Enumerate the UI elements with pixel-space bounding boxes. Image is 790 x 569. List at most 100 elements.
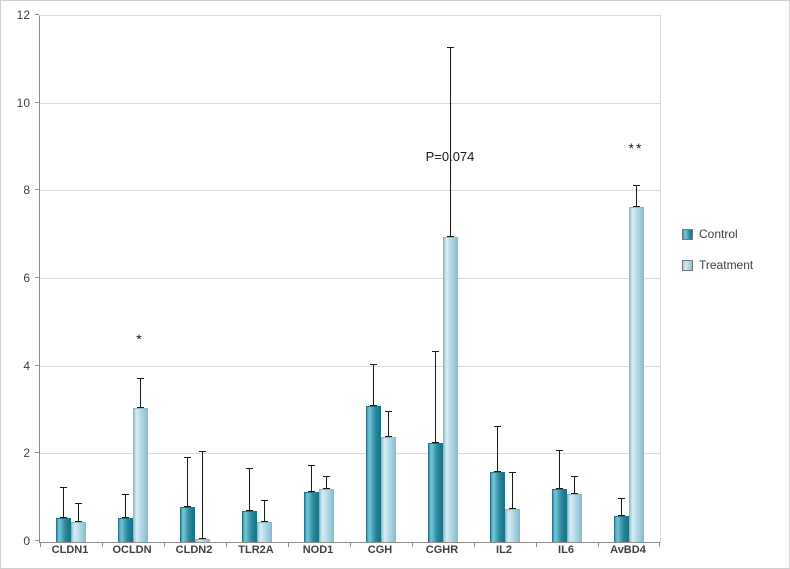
x-axis-tick	[102, 542, 103, 547]
bar-treatment-tlr2a	[257, 522, 272, 542]
x-category-label: AvBD4	[610, 544, 646, 556]
x-axis-labels: CLDN1 OCLDN CLDN2 TLR2A NOD1 CGH CGHR IL2 IL6 AvB…	[39, 544, 659, 562]
bar-group-cghr	[412, 16, 474, 542]
x-category-label: TLR2A	[238, 544, 274, 556]
annotation-ocldn: *	[136, 330, 144, 347]
bar-treatment-il6	[567, 493, 582, 542]
x-category-label: IL2	[496, 544, 512, 556]
x-axis-tick	[474, 542, 475, 547]
error-bar-control-cldn1	[60, 487, 67, 518]
annotation-avbd4: **	[628, 140, 644, 157]
error-bar-treatment-cghr	[447, 46, 454, 238]
y-axis-tick	[35, 14, 39, 15]
bar-group-ocldn	[102, 16, 164, 542]
bar-control-cldn1	[56, 517, 71, 542]
y-tick-label: 10	[16, 95, 30, 110]
x-axis-tick	[412, 542, 413, 547]
bar-treatment-avbd4	[629, 206, 644, 542]
y-axis-tick	[35, 277, 39, 278]
bar-control-cldn2	[180, 506, 195, 542]
x-axis-tick	[659, 542, 660, 547]
y-axis: 0 2 4 6 8 10 12	[1, 8, 39, 548]
error-bar-control-tlr2a	[246, 467, 253, 512]
treatment-series-swatch	[682, 259, 693, 271]
y-tick-label: 6	[23, 271, 30, 285]
error-bar-treatment-cldn2	[199, 451, 206, 539]
gridline	[40, 278, 660, 279]
gridline	[40, 102, 660, 104]
y-tick-label: 0	[23, 534, 30, 548]
bar-treatment-ocldn	[133, 408, 148, 542]
bar-group-cldn2	[164, 16, 226, 542]
legend-item-treatment: Treatment	[682, 258, 753, 272]
bar-group-il6	[536, 16, 598, 542]
gridline	[40, 365, 660, 367]
plot-area: * P=0.074 **	[39, 15, 661, 547]
annotation-cghr: P=0.074	[425, 148, 475, 164]
x-category-label: CGH	[367, 544, 393, 556]
error-bar-control-nod1	[308, 465, 315, 492]
y-tick-label: 4	[23, 358, 30, 373]
bar-treatment-cghr	[443, 237, 458, 542]
x-axis-tick	[350, 542, 351, 547]
bar-control-avbd4	[614, 515, 629, 542]
x-category-label: CLDN2	[175, 544, 213, 556]
error-bar-control-cgh	[370, 364, 377, 407]
error-bar-treatment-avbd4	[633, 184, 640, 207]
bar-control-tlr2a	[242, 511, 257, 542]
error-bar-treatment-ocldn	[137, 377, 144, 409]
error-bar-control-cldn2	[184, 456, 191, 508]
x-axis-tick	[226, 542, 227, 547]
y-tick-label: 8	[23, 183, 30, 198]
error-bar-treatment-cldn1	[75, 502, 82, 523]
x-axis-tick	[164, 542, 165, 547]
bar-group-cldn1	[40, 16, 102, 542]
x-axis-tick	[598, 542, 599, 547]
bar-group-tlr2a	[226, 16, 288, 542]
bar-treatment-cldn2	[195, 538, 210, 542]
gridline	[40, 190, 660, 192]
y-axis-tick	[35, 364, 39, 366]
error-bar-control-cghr	[432, 351, 439, 444]
bar-treatment-cgh	[381, 436, 396, 542]
x-category-label: CLDN1	[51, 544, 89, 556]
bar-group-il2	[474, 16, 536, 542]
legend-label-treatment: Treatment	[699, 258, 754, 272]
bar-control-ocldn	[118, 517, 133, 542]
error-bar-treatment-il6	[571, 476, 578, 494]
bar-treatment-il2	[505, 509, 520, 542]
gridline	[40, 453, 660, 455]
error-bar-treatment-il2	[509, 471, 516, 510]
bar-group-cgh	[350, 16, 412, 542]
error-bar-control-ocldn	[122, 493, 129, 519]
bar-group-avbd4	[598, 16, 660, 542]
bar-control-il2	[490, 471, 505, 542]
legend-label-control: Control	[699, 227, 738, 241]
y-axis-tick	[35, 189, 39, 191]
bar-control-nod1	[304, 491, 319, 542]
bar-control-cgh	[366, 406, 381, 542]
x-axis-tick	[536, 542, 537, 547]
x-category-label: NOD1	[302, 544, 334, 556]
x-axis-tick	[40, 542, 41, 547]
y-axis-tick	[35, 540, 39, 541]
x-axis-tick	[288, 542, 289, 547]
error-bar-treatment-nod1	[323, 476, 330, 490]
x-category-label: CGHR	[425, 544, 459, 556]
x-category-label: OCLDN	[112, 544, 152, 556]
control-series-swatch	[682, 228, 693, 240]
legend: Control Treatment	[682, 227, 753, 289]
y-axis-tick	[35, 101, 39, 103]
error-bar-treatment-tlr2a	[261, 500, 268, 523]
error-bar-control-avbd4	[618, 498, 625, 516]
error-bar-control-il2	[494, 425, 501, 472]
bar-treatment-nod1	[319, 489, 334, 542]
bar-control-cghr	[428, 443, 443, 542]
bar-treatment-cldn1	[71, 522, 86, 542]
bar-group-nod1	[288, 16, 350, 542]
legend-item-control: Control	[682, 227, 753, 241]
bar-control-il6	[552, 489, 567, 542]
y-axis-tick	[35, 452, 39, 454]
x-category-label: IL6	[558, 544, 574, 556]
